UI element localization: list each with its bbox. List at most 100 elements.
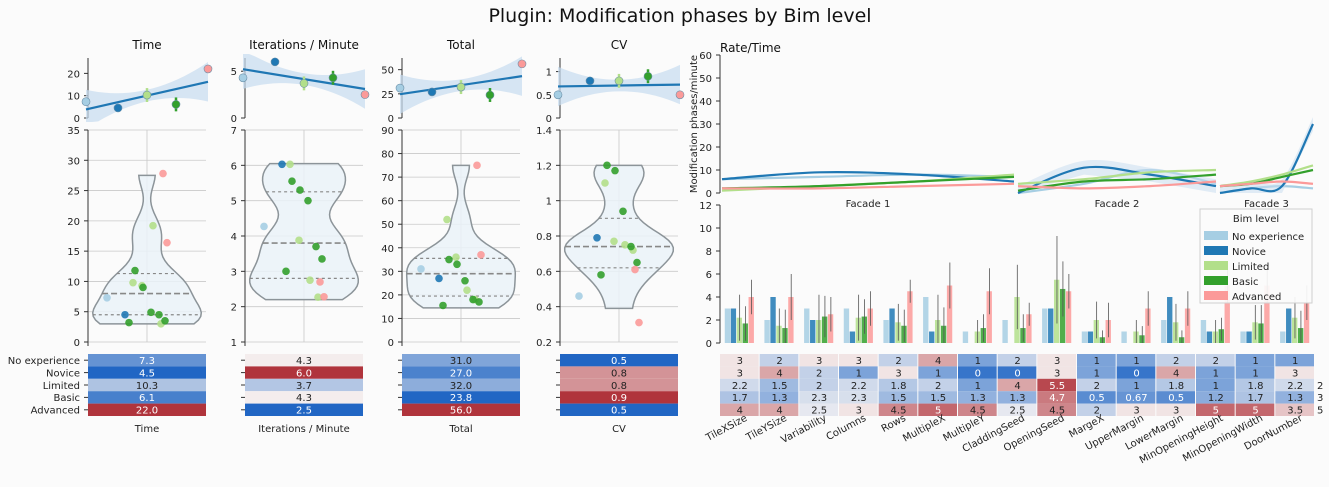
heat-overflow-label: 3 <box>1317 393 1323 404</box>
category-label: TileXSize <box>703 413 749 444</box>
violin-y-tick-label: 60 <box>381 197 394 208</box>
bar <box>1081 331 1088 343</box>
rate-time-title: Rate/Time <box>720 41 781 55</box>
data-point <box>601 179 609 187</box>
data-point <box>147 308 155 317</box>
data-point <box>611 166 619 175</box>
bar-heat-cell-label: 4.5 <box>891 406 907 417</box>
violin-shape-time <box>91 174 203 325</box>
bar-heat-cell-label: 3 <box>1173 406 1179 417</box>
data-point <box>469 295 477 304</box>
bar-heat-cell-label: 2 <box>1094 406 1100 417</box>
rate-y-tick-label: 60 <box>699 51 712 62</box>
bar-heat-cell <box>1077 403 1116 416</box>
bar-heat-cell <box>759 366 799 379</box>
bar-heat-cell-label: 2.5 <box>1010 406 1026 417</box>
heat-cell-label: 23.8 <box>450 393 472 404</box>
mean-point <box>238 73 248 83</box>
top-y-tick-label: 0 <box>74 114 80 125</box>
bar-heat-cell-label: 2.3 <box>811 393 827 404</box>
data-point <box>318 255 326 263</box>
heat-cell <box>402 366 520 379</box>
violin-shape-iterations-minute <box>248 162 360 301</box>
heat-x-label-total: Total <box>448 424 472 435</box>
bar-heat-cell-label: 1.3 <box>970 393 986 404</box>
bar-heat-cell-label: 3 <box>1133 406 1139 417</box>
data-point <box>461 276 469 285</box>
bar <box>849 331 856 343</box>
bar-heat-cell-label: 2 <box>816 381 822 392</box>
bar-heat-cell <box>799 354 838 367</box>
bar-heat-cell <box>720 366 759 379</box>
facet-label: Facade 1 <box>846 199 891 210</box>
data-point <box>129 278 137 287</box>
bar-heat-cell <box>997 391 1037 404</box>
top-y-tick-label: 5 <box>231 67 237 78</box>
heat-row-label: Novice <box>46 368 80 379</box>
heat-cell-label: 2.5 <box>296 406 312 417</box>
bar-heat-cell <box>918 366 957 379</box>
bar-heat-cell-label: 2 <box>1173 356 1179 367</box>
bar-y-tick-label: 12 <box>699 201 712 212</box>
heat-cell-label: 6.0 <box>296 368 312 379</box>
top-y-tick-label: 20 <box>67 69 80 80</box>
bar <box>962 331 969 343</box>
violin-y-tick-label: 10 <box>381 314 394 325</box>
bar-heat-cell-label: 3 <box>737 356 743 367</box>
heat-row-label: Limited <box>43 381 80 392</box>
legend-item-label: No experience <box>1232 232 1304 243</box>
violin-y-tick-label: 0.8 <box>536 232 552 243</box>
bar <box>1002 320 1008 343</box>
bar-heat-cell <box>720 378 759 392</box>
bar-heat-cell <box>1235 391 1275 404</box>
data-point <box>320 292 328 301</box>
figure-title: Plugin: Modification phases by Bim level <box>488 5 871 27</box>
bar-y-tick-label: 6 <box>706 270 712 281</box>
heat-cell <box>88 366 206 379</box>
data-point <box>304 196 312 205</box>
bar-heat-cell <box>1275 354 1314 367</box>
bar-heat-cell-label: 4.5 <box>1049 406 1065 417</box>
bar <box>810 320 816 343</box>
heat-cell <box>245 354 363 367</box>
category-label: Columns <box>825 413 869 443</box>
bar-heat-cell <box>1116 391 1156 404</box>
bar-heat-cell <box>997 403 1037 416</box>
bar-heat-cell <box>958 354 997 367</box>
bar-heat-cell-label: 1 <box>975 356 981 367</box>
heat-cell-label: 32.0 <box>450 381 472 392</box>
bar-heat-cell-label: 1 <box>1292 356 1298 367</box>
heat-cell <box>88 403 206 416</box>
bar-heat-cell <box>958 378 997 392</box>
bar-heat-cell-label: 1 <box>1133 356 1139 367</box>
mean-point <box>553 90 563 100</box>
heat-overflow-label: 5 <box>1317 406 1323 417</box>
bar-heat-cell-label: 0.5 <box>1089 393 1105 404</box>
bar-heat-cell-label: 1.7 <box>732 393 748 404</box>
mean-point <box>485 90 495 100</box>
bar-heat-cell-label: 4 <box>776 368 782 379</box>
bar-heat-cell <box>958 403 997 416</box>
violin-y-tick-label: 7 <box>231 126 237 137</box>
bar <box>1264 285 1270 343</box>
violin-y-tick-label: 2 <box>231 303 237 314</box>
bar-heat-cell <box>1275 378 1314 392</box>
bar-heat-cell-label: 2.2 <box>851 381 867 392</box>
heat-cell <box>245 403 363 416</box>
bar <box>804 308 810 343</box>
violin-y-tick-label: 20 <box>67 217 80 228</box>
data-point <box>312 242 320 251</box>
legend-item-label: Basic <box>1232 277 1258 288</box>
bar-heat-cell-label: 3.5 <box>1287 406 1303 417</box>
mean-point <box>675 90 685 100</box>
violin-y-tick-label: 1.4 <box>536 126 552 137</box>
bar <box>883 320 889 343</box>
bar-heat-cell-label: 5 <box>1252 406 1258 417</box>
data-point <box>610 237 618 246</box>
legend-swatch <box>1204 261 1228 270</box>
bar-heat-cell <box>1037 391 1076 404</box>
legend-item-label: Limited <box>1232 262 1269 273</box>
bar-heat-cell-label: 3 <box>816 356 822 367</box>
rate-y-tick-label: 0 <box>706 189 712 200</box>
facet-label: Facade 2 <box>1095 199 1140 210</box>
